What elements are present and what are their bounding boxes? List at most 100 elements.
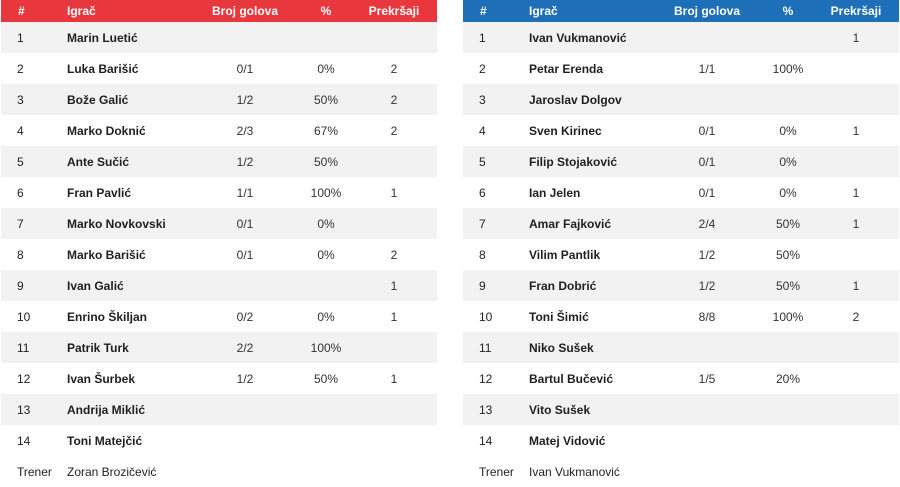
player-name: Vito Sušek	[529, 402, 591, 417]
player-name: Amar Fajković	[529, 216, 612, 231]
coach-label: Trener	[17, 464, 52, 479]
player-number: 10	[479, 309, 493, 324]
player-number: 3	[17, 92, 24, 107]
header-num: #	[480, 4, 487, 18]
table-row: 4 Sven Kirinec 0/1 0% 1	[463, 115, 899, 146]
player-name: Marko Novkovski	[67, 216, 166, 231]
player-name: Ivan Šurbek	[67, 371, 136, 386]
table-row: 11 Niko Sušek	[463, 332, 899, 363]
player-pct: 0%	[317, 61, 335, 76]
table-row: 4 Marko Doknić 2/3 67% 2	[1, 115, 437, 146]
player-pct: 50%	[775, 216, 801, 231]
player-name: Vilim Pantlik	[529, 247, 601, 262]
player-name: Luka Barišić	[67, 61, 139, 76]
player-pct: 100%	[772, 61, 804, 76]
player-goals: 1/2	[698, 278, 716, 293]
table-row: 13 Andrija Miklić	[1, 394, 437, 425]
player-fouls: 2	[390, 92, 398, 107]
player-name: Petar Erenda	[529, 61, 604, 76]
header-fouls: Prekršaji	[830, 4, 882, 18]
player-number: 6	[17, 185, 24, 200]
player-name: Ante Sučić	[67, 154, 130, 169]
table-row: 5 Filip Stojaković 0/1 0%	[463, 146, 899, 177]
table-row: 2 Luka Barišić 0/1 0% 2	[1, 53, 437, 84]
table-row: 9 Ivan Galić 1	[1, 270, 437, 301]
player-fouls: 1	[852, 123, 860, 138]
player-number: 12	[479, 371, 493, 386]
table-row: 11 Patrik Turk 2/2 100%	[1, 332, 437, 363]
header-num: #	[18, 4, 25, 18]
player-pct: 100%	[772, 309, 804, 324]
table-row: 7 Amar Fajković 2/4 50% 1	[463, 208, 899, 239]
player-number: 8	[17, 247, 24, 262]
player-name: Marko Doknić	[67, 123, 146, 138]
table-row: 3 Jaroslav Dolgov	[463, 84, 899, 115]
player-fouls: 1	[390, 371, 398, 386]
table-row: 8 Vilim Pantlik 1/2 50%	[463, 239, 899, 270]
player-name: Ivan Vukmanović	[529, 30, 627, 45]
player-number: 1	[479, 30, 486, 45]
player-number: 5	[479, 154, 486, 169]
player-number: 14	[17, 433, 31, 448]
player-name: Matej Vidović	[529, 433, 606, 448]
player-pct: 0%	[317, 216, 335, 231]
player-number: 11	[17, 340, 30, 355]
player-number: 13	[479, 402, 493, 417]
player-name: Patrik Turk	[67, 340, 129, 355]
player-name: Marin Luetić	[67, 30, 138, 45]
player-fouls: 1	[390, 278, 398, 293]
player-name: Sven Kirinec	[529, 123, 602, 138]
table-row: 12 Bartul Bučević 1/5 20%	[463, 363, 899, 394]
player-name: Fran Pavlić	[67, 185, 132, 200]
player-number: 6	[479, 185, 486, 200]
table-row: 14 Toni Matejčić	[1, 425, 437, 456]
player-fouls: 2	[390, 61, 398, 76]
player-pct: 50%	[775, 278, 801, 293]
player-number: 14	[479, 433, 493, 448]
player-name: Toni Matejčić	[67, 433, 143, 448]
player-number: 1	[17, 30, 24, 45]
player-number: 12	[17, 371, 31, 386]
table-row: 10 Toni Šimić 8/8 100% 2	[463, 301, 899, 332]
home-rows: 1 Marin Luetić 2 Luka Barišić 0/1 0% 2 3 Bože Ga…	[1, 22, 437, 487]
coach-label: Trener	[479, 464, 514, 479]
table-row: 14 Matej Vidović	[463, 425, 899, 456]
coach-name: Zoran Brozičević	[67, 464, 157, 479]
away-rows: 1 Ivan Vukmanović 1 2 Petar Erenda 1/1 100% 3 Ja…	[463, 22, 899, 487]
player-name: Fran Dobrić	[529, 278, 597, 293]
player-number: 2	[479, 61, 486, 76]
table-row: 10 Enrino Škiljan 0/2 0% 1	[1, 301, 437, 332]
player-pct: 0%	[779, 185, 797, 200]
player-pct: 20%	[775, 371, 801, 386]
table-row: 2 Petar Erenda 1/1 100%	[463, 53, 899, 84]
player-goals: 0/1	[236, 247, 254, 262]
player-goals: 0/1	[698, 123, 716, 138]
player-pct: 50%	[775, 247, 801, 262]
player-name: Bože Galić	[67, 92, 129, 107]
player-name: Jaroslav Dolgov	[529, 92, 622, 107]
home-team-table: # Igrač Broj golova % Prekršaji 1 Marin L…	[1, 0, 437, 487]
player-name: Marko Barišić	[67, 247, 146, 262]
table-row: 12 Ivan Šurbek 1/2 50% 1	[1, 363, 437, 394]
player-goals: 8/8	[698, 309, 716, 324]
player-goals: 2/3	[236, 123, 254, 138]
player-pct: 50%	[313, 154, 339, 169]
header-fouls: Prekršaji	[368, 4, 420, 18]
player-name: Ian Jelen	[529, 185, 581, 200]
away-team-table: # Igrač Broj golova % Prekršaji 1 Ivan Vu…	[463, 0, 899, 487]
header-player: Igrač	[67, 4, 96, 18]
player-number: 4	[17, 123, 24, 138]
player-fouls: 1	[852, 216, 860, 231]
player-name: Filip Stojaković	[529, 154, 618, 169]
player-name: Enrino Škiljan	[67, 309, 148, 324]
player-goals: 1/2	[698, 247, 716, 262]
player-goals: 1/2	[236, 371, 254, 386]
table-header: # Igrač Broj golova % Prekršaji	[1, 0, 437, 22]
player-goals: 1/5	[698, 371, 716, 386]
table-row: 7 Marko Novkovski 0/1 0%	[1, 208, 437, 239]
table-header: # Igrač Broj golova % Prekršaji	[463, 0, 899, 22]
player-goals: 0/2	[236, 309, 254, 324]
table-row: 6 Ian Jelen 0/1 0% 1	[463, 177, 899, 208]
player-fouls: 1	[390, 185, 398, 200]
header-goals: Broj golova	[673, 4, 740, 18]
